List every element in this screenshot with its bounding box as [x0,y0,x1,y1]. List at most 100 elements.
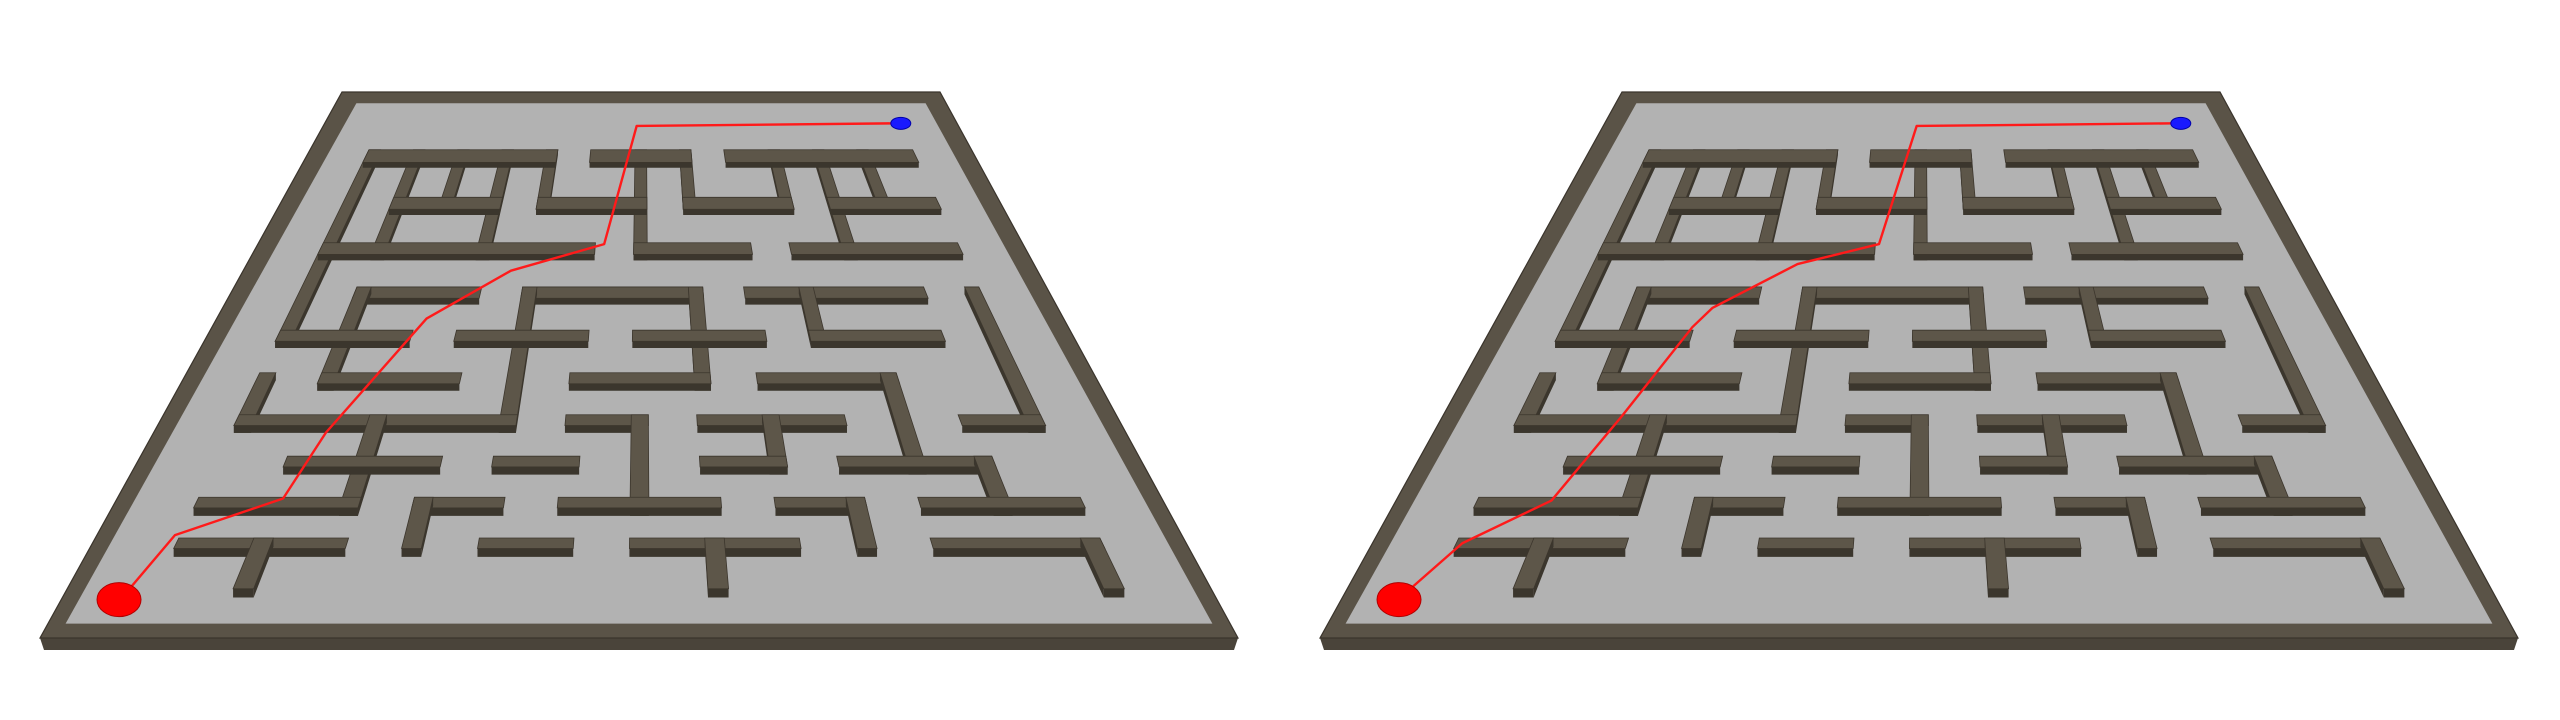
maze-wall [723,149,920,163]
maze-wall [2087,329,2227,342]
maze-wall [1911,329,2048,342]
maze-wall [520,286,705,299]
maze-wall-face [2090,341,2226,349]
maze-wall-side [812,149,845,261]
maze-wall-face [1987,588,2009,598]
maze-wall [788,242,964,255]
maze-wall-face [233,588,254,598]
maze-wall [535,196,648,210]
maze-wall [807,329,947,342]
maze-wall-face [520,298,704,305]
maze-wall-face [491,466,580,475]
maze-wall-face [1473,507,1638,516]
maze-wall-face [1597,383,1740,391]
maze-wall-face [536,209,647,215]
maze-wall [826,196,943,210]
maze-wall-face [2200,507,2366,516]
maze-wall [1597,242,1876,255]
maze-wall [1512,537,1555,590]
maze-wall-side [253,537,274,598]
maze-wall [589,149,693,163]
goal-marker [890,116,912,130]
maze-wall-side [2125,497,2138,557]
maze-wall-face [1563,466,1721,475]
maze-wall-face [1912,341,2047,349]
maze-wall [1079,537,1125,590]
solution-path [1405,122,2176,593]
maze-wall-side [1080,537,1104,598]
maze-wall-face [568,383,711,391]
maze-wall [845,496,878,549]
maze-wall-face [411,507,504,516]
maze-wall [1984,537,2010,590]
maze-wall-face [352,298,480,305]
maze-wall [631,329,768,342]
maze-wall-face [1513,588,1534,598]
maze-wall [2068,242,2244,255]
goal-marker [2170,116,2192,130]
maze-wall-face [633,254,753,261]
maze-wall [1562,455,1724,468]
maze-wall [1978,455,2069,468]
maze-wall-face [962,425,1046,433]
maze-wall-face [1913,254,2033,261]
maze-wall [1771,455,1861,468]
maze-wall-face [2242,425,2326,433]
maze-wall [629,414,650,509]
maze-wall-face [2213,548,2385,557]
maze-wall-face [557,507,722,516]
maze-wall-face [933,548,1105,557]
maze-wall [2237,414,2327,426]
maze-wall [491,455,581,468]
maze-wall-face [810,341,946,349]
maze-wall-face [1733,341,1869,349]
maze-wall-face [2037,383,2180,391]
maze-wall-side [2092,149,2125,261]
maze-wall-face [2119,466,2277,475]
maze-wall [836,455,997,468]
maze-wall-face [839,466,997,475]
maze-wall [698,455,789,468]
maze-wall-face [2055,507,2148,516]
maze-wall [192,496,362,509]
maze-wall-face [791,254,964,261]
maze-wall-face [362,162,556,168]
maze-wall-side [1701,497,1714,557]
maze-wall-face [830,209,942,215]
maze-wall [401,496,434,549]
maze-wall-face [2025,298,2209,305]
maze-wall-face [1691,507,1784,516]
maze-wall-face [1681,548,1702,557]
maze-wall-face [2137,548,2158,557]
maze-wall [362,149,559,163]
maze-wall-face [700,466,788,475]
maze-wall-face [317,254,595,261]
maze-wall-face [745,298,929,305]
maze-wall [743,286,929,299]
maze-wall [388,196,504,210]
maze-wall [1815,196,1928,210]
maze-board-2 [1318,91,2520,650]
maze-wall-face [401,548,422,557]
maze-wall [556,496,723,509]
start-marker [96,582,142,618]
maze-wall [477,537,575,549]
maze-wall-face [757,383,900,391]
maze-wall [2003,149,2200,163]
maze-wall-face [1668,209,1780,215]
maze-wall [929,537,1106,549]
maze-wall-face [1642,162,1836,168]
maze-wall-side [964,286,1029,433]
maze-wall [274,329,414,342]
maze-wall [633,242,754,255]
maze-wall [2023,286,2209,299]
maze-wall-face [1771,466,1860,475]
maze-wall [755,372,901,385]
maze-wall-face [683,209,795,215]
maze-wall [682,196,795,210]
maze-wall-face [632,341,767,349]
maze-wall [1596,372,1743,385]
maze-wall [317,242,596,255]
maze-wall-face [1869,162,1973,168]
